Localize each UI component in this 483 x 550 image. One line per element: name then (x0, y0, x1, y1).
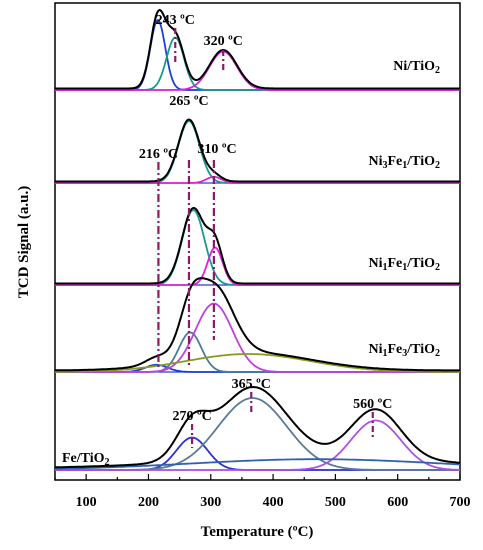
sample-label: Fe/TiO2 (62, 451, 110, 468)
component-curve (55, 120, 460, 184)
component-curve (55, 209, 460, 286)
x-tick-label: 600 (387, 495, 408, 510)
peak-label: 365 ºC (232, 377, 271, 392)
envelope-curve (55, 206, 460, 285)
y-axis-title: TCD Signal (a.u.) (16, 186, 32, 299)
envelope-curve (54, 277, 460, 372)
panel-2 (55, 206, 460, 286)
component-curve (55, 419, 460, 471)
x-tick-label: 500 (325, 495, 346, 510)
component-curve (55, 19, 460, 91)
component-curve (55, 397, 460, 471)
peak-label: 320 ºC (204, 34, 243, 49)
panel-4 (55, 385, 461, 471)
component-curve (55, 175, 460, 184)
x-tick-label: 700 (450, 495, 471, 510)
curve-layer (54, 8, 461, 471)
component-curve (55, 246, 460, 286)
component-curve (55, 302, 460, 373)
annotation-layer: Ni/TiO2 243 ºC 320 ºC Ni3Fe1/TiO2 265 ºC 216 … (62, 13, 440, 468)
envelope-curve (55, 8, 460, 90)
panel-3 (54, 277, 460, 373)
component-curve (54, 353, 460, 373)
x-tick-label: 300 (200, 495, 221, 510)
peak-label: 560 ºC (353, 397, 392, 412)
peak-label: 270 ºC (172, 409, 211, 424)
sample-label: Ni/TiO2 (393, 59, 440, 76)
peak-label: 243 ºC (156, 13, 195, 28)
sample-label: Ni3Fe1/TiO2 (368, 154, 440, 171)
guide-layer (157, 28, 374, 448)
x-tick-label: 400 (263, 495, 284, 510)
peak-label: 310 ºC (197, 142, 236, 157)
x-tick-label: 100 (76, 495, 97, 510)
x-axis-title: Temperature (ºC) (201, 524, 314, 540)
peak-label: 216 ºC (139, 147, 178, 162)
plot-frame (54, 2, 461, 481)
panel-0 (55, 8, 460, 91)
x-tick-label: 200 (138, 495, 159, 510)
envelope-curve (55, 385, 461, 469)
component-curve (55, 50, 460, 91)
envelope-curve (55, 118, 460, 183)
sample-label: Ni1Fe3/TiO2 (368, 342, 440, 359)
panel-1 (55, 118, 460, 184)
peak-label: 265 ºC (169, 94, 208, 109)
sample-label: Ni1Fe1/TiO2 (368, 256, 440, 273)
x-tick-layer: 100 200 300 400 500 600 700 (54, 474, 471, 510)
component-curve (55, 458, 460, 470)
